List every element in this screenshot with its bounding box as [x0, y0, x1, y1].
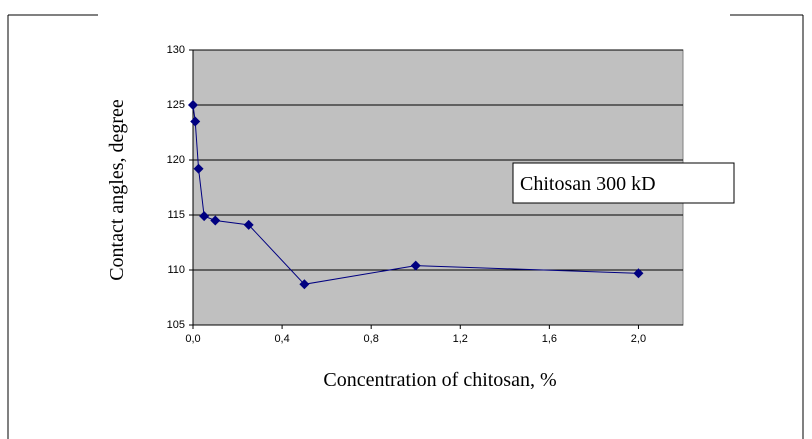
data-point [199, 211, 210, 222]
x-axis-label: Concentration of chitosan, % [323, 369, 556, 391]
x-tick-label: 0,0 [185, 333, 200, 345]
x-tick-label: 0,8 [364, 333, 379, 345]
data-point [633, 268, 644, 279]
annotation: Chitosan 300 kD [520, 173, 656, 195]
y-tick-label: 130 [167, 44, 185, 56]
y-tick-label: 110 [167, 264, 185, 276]
x-tick-label: 1,2 [453, 333, 468, 345]
data-point [193, 163, 204, 174]
data-point [210, 215, 221, 226]
data-point [410, 260, 421, 271]
annotation-box [512, 162, 735, 204]
y-axis-label: Contact angles, degree [106, 99, 128, 281]
y-tick-label: 125 [167, 99, 185, 111]
y-tick-label: 115 [167, 209, 185, 221]
data-point [243, 219, 254, 230]
y-tick-label: 105 [167, 319, 185, 331]
x-tick-label: 2,0 [631, 333, 646, 345]
x-tick-label: 0,4 [274, 333, 289, 345]
y-tick-label: 120 [167, 154, 185, 166]
x-tick-label: 1,6 [542, 333, 557, 345]
data-point [190, 116, 201, 127]
data-point [299, 279, 310, 290]
data-point [188, 100, 198, 110]
